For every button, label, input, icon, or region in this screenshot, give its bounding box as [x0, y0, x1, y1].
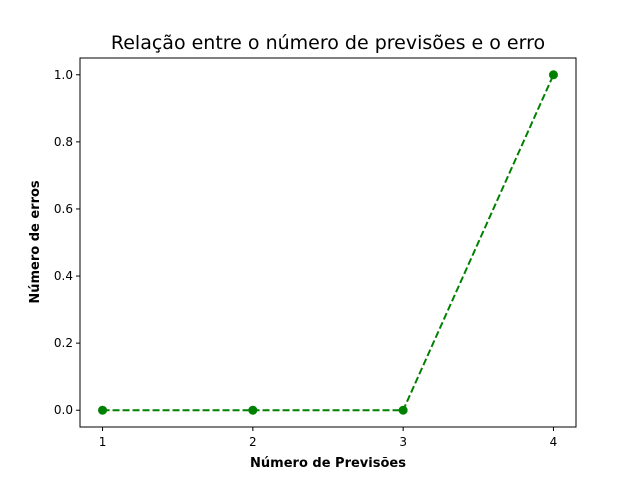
series-layer [98, 70, 558, 415]
chart-title: Relação entre o número de previsões e o … [111, 32, 545, 54]
y-tick-label: 0.0 [54, 403, 73, 417]
x-axis: 1 2 3 4 [99, 427, 558, 449]
y-tick-label: 1.0 [54, 68, 73, 82]
x-tick-label: 3 [399, 435, 407, 449]
y-tick-label: 0.6 [54, 202, 73, 216]
data-point-marker [248, 405, 258, 415]
series-line [102, 74, 555, 412]
x-axis-label: Número de Previsões [250, 456, 406, 471]
data-point-marker [98, 405, 108, 415]
y-axis: 0.0 0.2 0.4 0.6 0.8 1.0 [54, 68, 80, 417]
y-tick-label: 0.2 [54, 336, 73, 350]
data-point-marker [548, 70, 558, 80]
x-tick-label: 4 [550, 435, 558, 449]
x-tick-label: 1 [99, 435, 107, 449]
y-axis-label: Número de erros [28, 180, 43, 304]
y-tick-label: 0.4 [54, 269, 73, 283]
x-tick-label: 2 [249, 435, 257, 449]
plot-area-frame [79, 57, 577, 428]
data-point-marker [398, 405, 408, 415]
y-tick-label: 0.8 [54, 135, 73, 149]
